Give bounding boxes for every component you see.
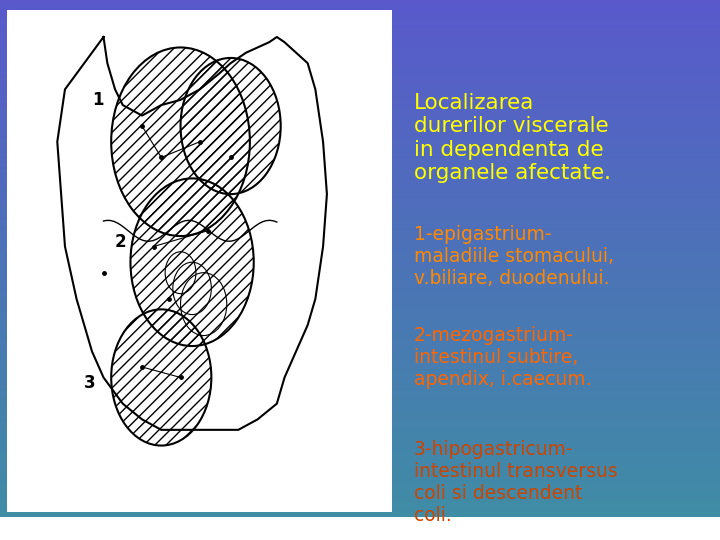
Text: 2-mezogastrium-
intestinul subtire,
apendix, i.caecum.: 2-mezogastrium- intestinul subtire, apen… <box>414 326 592 389</box>
Text: 1: 1 <box>92 91 104 109</box>
Text: 1-epigastrium-
maladiile stomacului,
v.biliare, duodenului.: 1-epigastrium- maladiile stomacului, v.b… <box>414 225 614 288</box>
FancyBboxPatch shape <box>7 10 392 512</box>
Text: 3-hipogastricum-
intestinul transversus
coli si descendent
coli.: 3-hipogastricum- intestinul transversus … <box>414 440 618 525</box>
Text: 3: 3 <box>84 374 96 392</box>
Text: Localizarea
durerilor viscerale
in dependenta de
organele afectate.: Localizarea durerilor viscerale in depen… <box>414 93 611 183</box>
Text: 2: 2 <box>115 233 127 251</box>
